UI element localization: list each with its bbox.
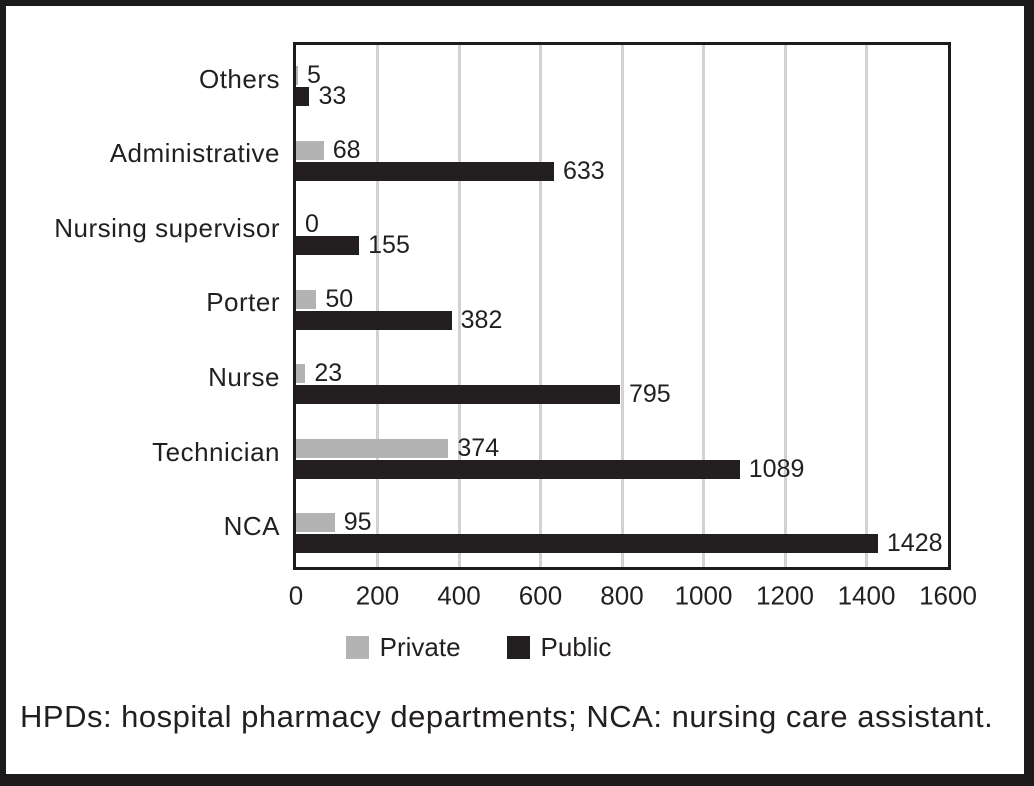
category-label: NCA xyxy=(223,511,280,542)
public-bar xyxy=(296,310,452,330)
legend-label: Private xyxy=(379,632,461,662)
private-value-label: 50 xyxy=(325,284,354,313)
bar-group-technician: 374 1089 xyxy=(296,418,948,493)
gridline xyxy=(702,45,705,567)
gridline xyxy=(539,45,542,567)
category-label: Administrative xyxy=(109,138,280,169)
x-tick-label: 1600 xyxy=(919,580,977,611)
private-value-label: 68 xyxy=(332,135,361,164)
private-bar xyxy=(296,289,317,309)
legend-item-public: Public xyxy=(506,632,612,663)
category-label: Technician xyxy=(152,436,280,467)
legend: Private Public xyxy=(6,632,951,663)
bar-group-porter: 50 382 xyxy=(296,269,948,344)
public-bar xyxy=(296,459,740,479)
x-tick-label: 600 xyxy=(518,580,563,611)
public-swatch-icon xyxy=(506,636,530,659)
gridline xyxy=(783,45,787,567)
gridline xyxy=(457,45,461,567)
public-value-label: 633 xyxy=(562,156,605,185)
gridline xyxy=(865,45,868,567)
x-axis: 0 200 400 600 800 1000 1200 1400 1600 xyxy=(289,570,977,622)
private-value-label: 5 xyxy=(307,61,321,89)
public-value-label: 33 xyxy=(318,82,347,110)
figure: Others Administrative Nursing supervisor… xyxy=(6,6,1024,735)
public-value-label: 1089 xyxy=(748,454,805,483)
legend-label: Public xyxy=(540,632,612,662)
private-bar xyxy=(296,140,324,160)
bar-group-nurse: 23 795 xyxy=(296,343,948,418)
category-label: Others xyxy=(198,63,280,94)
private-bar xyxy=(296,66,299,85)
x-tick-label: 0 xyxy=(288,580,304,611)
public-bar xyxy=(296,236,360,256)
bar-group-others: 5 33 xyxy=(296,45,948,120)
bar-group-nca: 95 1428 xyxy=(296,492,948,567)
private-bar xyxy=(296,513,335,533)
x-tick-label: 1200 xyxy=(756,580,814,611)
x-tick-label: 200 xyxy=(355,580,400,611)
category-axis: Others Administrative Nursing supervisor… xyxy=(6,42,293,570)
public-value-label: 155 xyxy=(368,231,410,260)
public-bar xyxy=(296,385,620,405)
x-tick-label: 1400 xyxy=(837,580,896,611)
public-bar xyxy=(296,534,878,554)
private-value-label: 0 xyxy=(305,210,319,239)
gridline xyxy=(376,45,379,567)
public-value-label: 795 xyxy=(628,380,671,409)
private-value-label: 374 xyxy=(457,433,500,462)
x-tick-label: 800 xyxy=(600,580,644,611)
category-label: Porter xyxy=(206,287,280,318)
category-label: Nurse xyxy=(208,362,280,393)
public-value-label: 1428 xyxy=(886,529,943,558)
legend-item-private: Private xyxy=(345,632,461,663)
bar-chart: Others Administrative Nursing supervisor… xyxy=(6,42,1024,570)
public-bar xyxy=(296,87,310,106)
private-bar xyxy=(296,364,306,384)
bar-group-nursing-supervisor: 0 155 xyxy=(296,194,948,269)
plot-area: 5 33 68 633 0 155 50 382 23 795 374 1089 xyxy=(293,42,951,570)
public-bar xyxy=(296,161,554,181)
category-label: Nursing supervisor xyxy=(54,212,280,243)
x-tick-label: 1000 xyxy=(674,580,733,611)
private-swatch-icon xyxy=(345,636,369,659)
private-bar xyxy=(296,438,449,458)
footnote: HPDs: hospital pharmacy departments; NCA… xyxy=(20,699,994,734)
public-value-label: 382 xyxy=(460,305,503,334)
private-value-label: 23 xyxy=(314,359,343,388)
bar-group-administrative: 68 633 xyxy=(296,120,948,195)
x-tick-label: 400 xyxy=(437,580,481,611)
private-value-label: 95 xyxy=(343,508,372,537)
gridline xyxy=(620,45,624,567)
